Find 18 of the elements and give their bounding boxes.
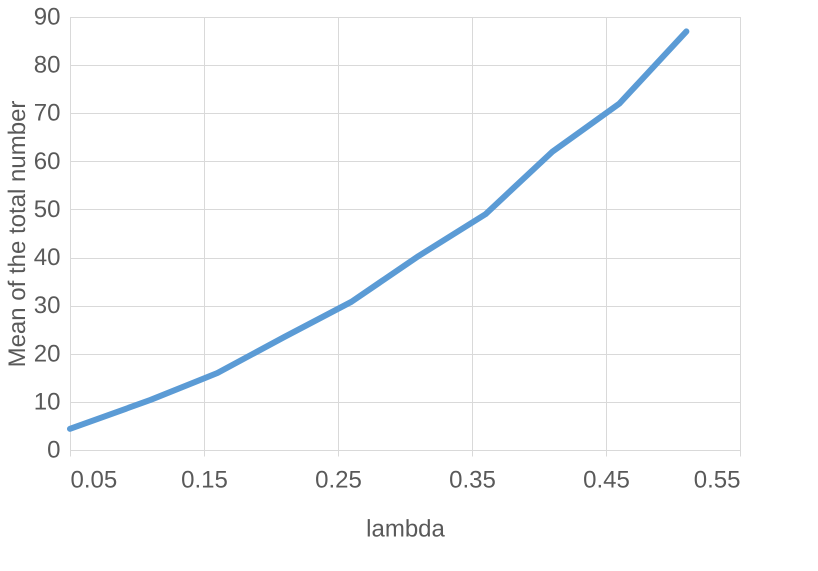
- y-tick-label: 0: [47, 436, 60, 464]
- y-tick-label: 90: [34, 4, 60, 30]
- y-tick-label: 60: [34, 148, 60, 175]
- x-axis-title: lambda: [366, 516, 446, 542]
- y-axis-title: Mean of the total number: [4, 100, 31, 368]
- y-tick-label: 10: [34, 388, 60, 416]
- y-tick-label: 50: [34, 196, 60, 223]
- y-tick-label: 40: [34, 244, 60, 272]
- y-tick-label: 80: [34, 52, 60, 79]
- x-tick-label: 0.25: [315, 466, 362, 494]
- y-tick-label: 20: [34, 340, 60, 368]
- y-tick-label: 70: [34, 100, 60, 127]
- x-tick-label: 0.35: [449, 466, 496, 494]
- x-tick-label: 0.05: [70, 466, 118, 494]
- x-tick-label: 0.45: [583, 466, 630, 494]
- x-tick-label: 0.15: [181, 466, 228, 494]
- y-tick-label: 30: [34, 292, 60, 320]
- x-tick-label: 0.55: [694, 466, 740, 494]
